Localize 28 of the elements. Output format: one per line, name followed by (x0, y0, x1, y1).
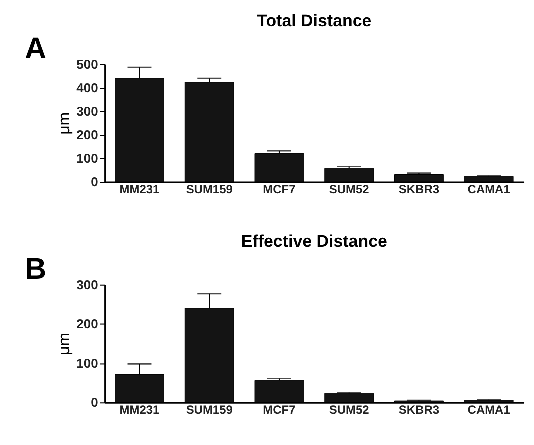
y-tick-label: 300 (76, 104, 98, 119)
chart-title: Effective Distance (241, 232, 388, 251)
y-tick-label: 0 (91, 395, 98, 410)
y-tick-label: 100 (76, 150, 98, 166)
x-tick-label: MCF7 (263, 182, 296, 197)
text: A (24, 32, 47, 66)
y-tick-label: 500 (76, 56, 98, 72)
x-tick-label: SKBR3 (398, 182, 440, 197)
x-tick-label: SUM52 (329, 182, 370, 197)
y-tick-label: 0 (91, 174, 98, 190)
y-tick-label: 100 (76, 356, 98, 371)
x-tick-label: SUM159 (186, 182, 234, 197)
y-tick-label: 400 (76, 80, 98, 96)
chart-title: Total Distance (257, 11, 372, 30)
x-tick-label: SUM159 (186, 403, 234, 418)
x-tick-label: CAMA1 (468, 403, 511, 418)
y-tick-label: 200 (76, 316, 98, 332)
text: B (24, 252, 47, 286)
y-tick-label: 300 (76, 277, 98, 292)
x-tick-label: SUM52 (329, 403, 370, 418)
y-tick-label: 200 (76, 127, 98, 142)
x-tick-label: CAMA1 (468, 182, 511, 197)
x-tick-label: MCF7 (263, 403, 296, 418)
x-tick-label: MM231 (120, 182, 160, 197)
x-tick-label: SKBR3 (398, 403, 440, 418)
y-axis-title: μm (56, 332, 74, 356)
x-tick-label: MM231 (120, 403, 160, 418)
y-axis-title: μm (56, 112, 74, 135)
